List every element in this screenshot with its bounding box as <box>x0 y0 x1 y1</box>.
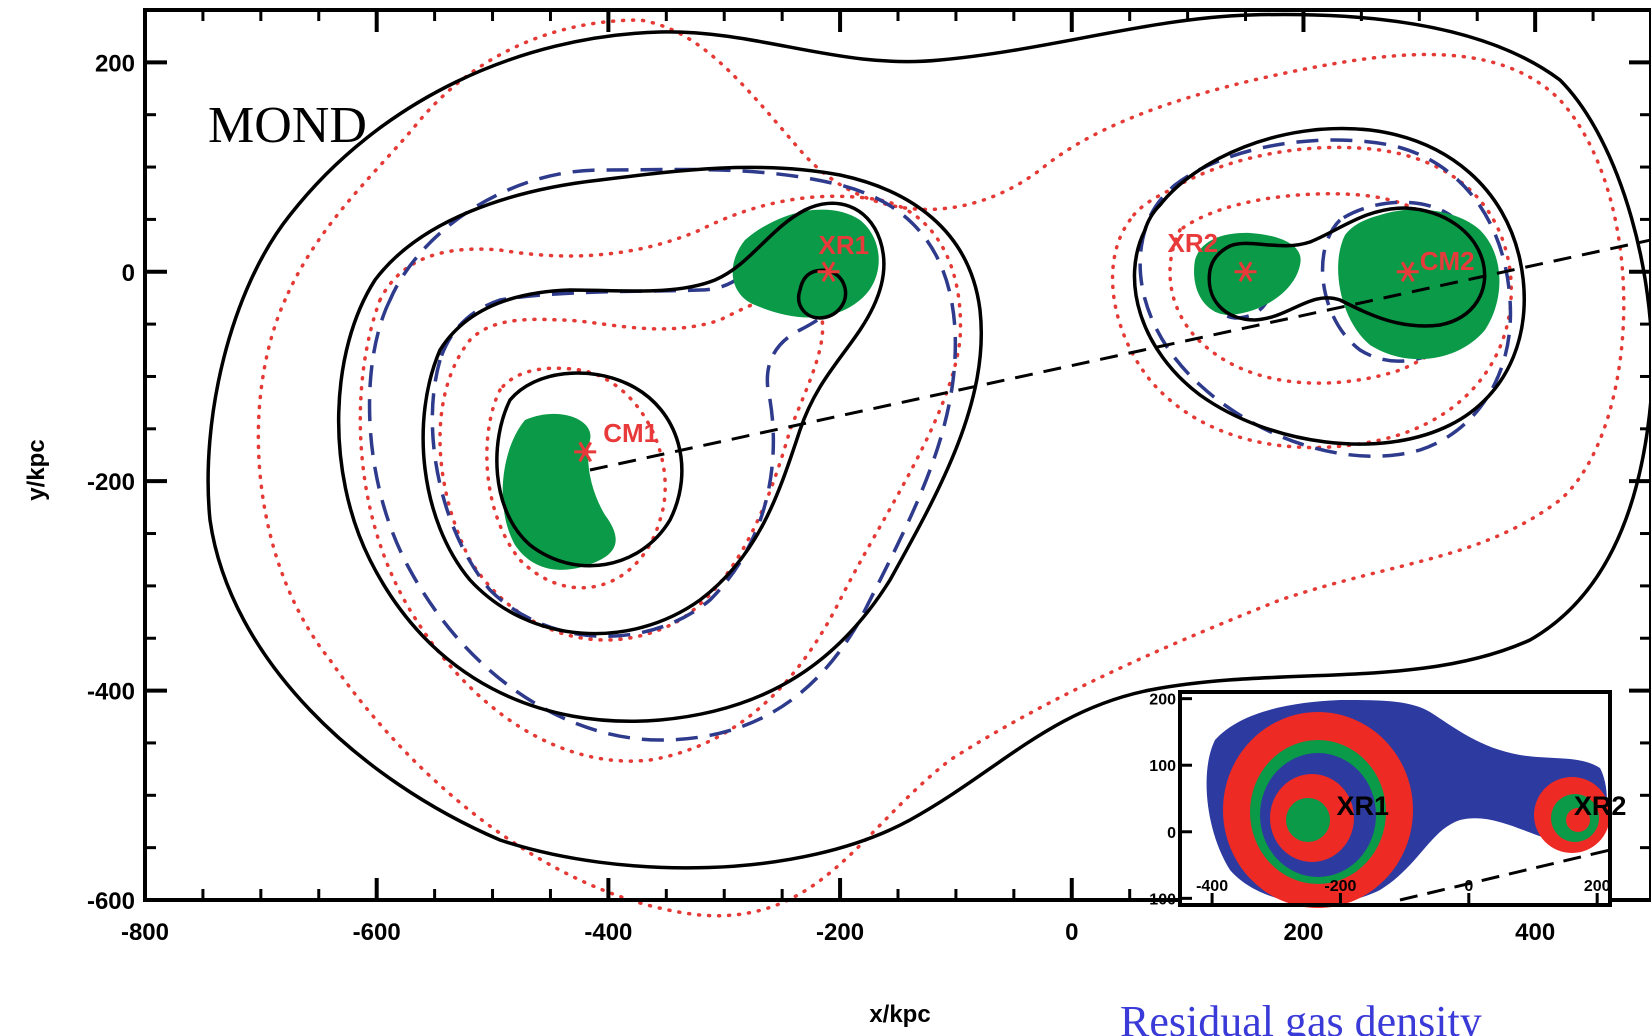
y-tick-label: -200 <box>87 469 135 496</box>
y-tick-label: -600 <box>87 888 135 915</box>
x-tick-label: 400 <box>1515 919 1555 946</box>
solid-contour-outer <box>206 12 1651 870</box>
y-tick-label: -400 <box>87 679 135 706</box>
y-tick-label: 200 <box>95 50 135 77</box>
inset-x-tick-label: 0 <box>1464 878 1473 895</box>
marker-label: XR1 <box>818 230 869 260</box>
dotted-contour-left-2 <box>358 194 963 763</box>
inset-x-tick-label: 200 <box>1584 878 1611 895</box>
contour-layer <box>206 12 1651 918</box>
y-axis-title: y/kpc <box>23 439 50 500</box>
marker-label: CM2 <box>1420 246 1475 276</box>
inset-y-tick-label: -100 <box>1144 891 1176 908</box>
solid-contour-xr1 <box>797 268 848 320</box>
dotted-contour-right <box>1110 145 1513 450</box>
marker-cm1: CM1 <box>574 418 658 463</box>
inset-y-tick-label: 200 <box>1149 692 1176 709</box>
marker-label: XR2 <box>1168 228 1219 258</box>
x-axis-title: x/kpc <box>869 1001 930 1028</box>
dotted-contour-outer <box>256 18 1626 918</box>
solid-contour-left-2 <box>337 165 983 723</box>
x-tick-label: -600 <box>353 919 401 946</box>
inset-x-tick-label: -400 <box>1196 878 1228 895</box>
inset-axes: -400 -200 0 200 200 100 0 -100 <box>1144 690 1612 908</box>
solid-contour-left-3 <box>421 201 886 636</box>
inset-axis-line <box>1399 848 1611 902</box>
solid-contour-right-inner <box>1207 206 1487 328</box>
x-tick-label: 200 <box>1283 919 1323 946</box>
marker-layer: CM1 XR1 XR2 CM2 <box>574 228 1475 463</box>
marker-label: CM1 <box>603 418 658 448</box>
caption-text: Residual gas density <box>1120 997 1482 1036</box>
marker-xr1: XR1 <box>817 230 869 283</box>
x-tick-label: 0 <box>1065 919 1078 946</box>
green-region-cm2 <box>1338 209 1500 360</box>
inset-marker-xr2: XR2 <box>1574 791 1627 821</box>
x-tick-label: -200 <box>816 919 864 946</box>
solid-contour-cm1 <box>495 371 684 568</box>
inset-marker-layer: XR1 XR2 <box>1336 791 1626 821</box>
panel-label: MOND <box>208 97 367 154</box>
inset-core-xr2 <box>1566 808 1590 832</box>
dashed-contour-right <box>1138 138 1513 458</box>
inset-frame <box>1178 690 1612 907</box>
collision-axis-line <box>589 238 1651 472</box>
inset-marker-xr1: XR1 <box>1336 791 1389 821</box>
y-tick-label: 0 <box>122 260 135 287</box>
marker-cm2: CM2 <box>1396 246 1475 283</box>
marker-xr2: XR2 <box>1168 228 1257 283</box>
main-axes: -800 -600 -400 -200 0 200 400 200 0 -200 -400 -600 <box>87 8 1651 946</box>
inset-density-map <box>1206 700 1611 908</box>
inset-green-core-xr1 <box>1286 798 1330 842</box>
inset-y-tick-label: 0 <box>1167 825 1176 842</box>
inset-y-tick-label: 100 <box>1149 758 1176 775</box>
x-tick-label: -400 <box>584 919 632 946</box>
inset-plot: -400 -200 0 200 200 100 0 -100 XR1 XR2 <box>1144 690 1626 908</box>
inset-x-tick-label: -200 <box>1324 878 1356 895</box>
x-tick-label: -800 <box>121 919 169 946</box>
solid-contour-right-outer <box>1132 126 1526 446</box>
